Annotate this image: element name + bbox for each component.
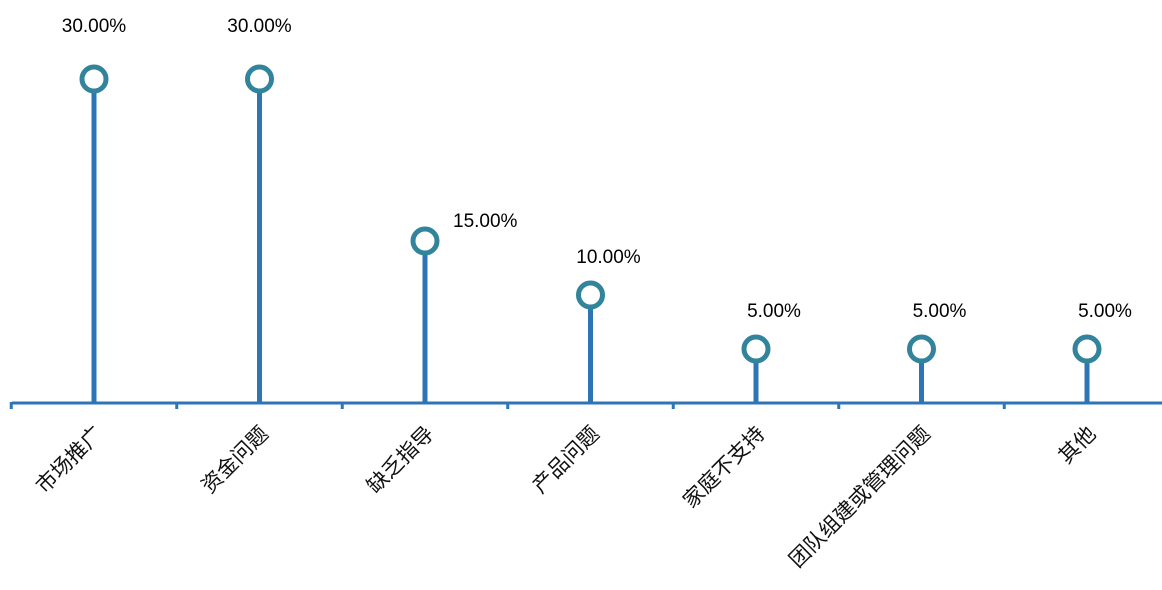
category-label: 缺乏指导: [362, 422, 438, 498]
category-label: 产品问题: [528, 422, 604, 498]
category-label-layer: 市场推广 资金问题 缺乏指导 产品问题 家庭不支持 团队组建或管理问题 其他: [31, 422, 1100, 573]
lollipop-marker: [79, 64, 109, 94]
category-label: 市场推广: [31, 422, 107, 498]
value-label: 5.00%: [1078, 301, 1132, 322]
value-label: 15.00%: [453, 211, 518, 232]
value-label: 5.00%: [913, 301, 967, 322]
value-label: 30.00%: [62, 16, 127, 37]
lollipop-marker: [245, 64, 274, 94]
lollipop-marker: [907, 334, 936, 364]
lollipop-marker: [741, 334, 771, 364]
category-label: 其他: [1054, 422, 1101, 469]
value-label: 5.00%: [747, 301, 801, 322]
lollipop-marker: [576, 280, 605, 310]
value-label: 10.00%: [576, 247, 641, 268]
x-axis-ticks: [9, 402, 1006, 409]
lollipop-marker: [410, 226, 440, 256]
category-label: 团队组建或管理问题: [784, 422, 935, 573]
category-label: 家庭不支持: [678, 422, 769, 513]
value-label: 30.00%: [227, 16, 292, 37]
value-label-layer: 30.00% 30.00% 15.00% 10.00% 5.00% 5.00% 5.00%: [62, 16, 1132, 322]
lollipop-marker: [1072, 334, 1102, 364]
marker-layer: [79, 64, 1102, 364]
stem-layer: [91, 91, 1090, 403]
category-label: 资金问题: [197, 422, 273, 498]
